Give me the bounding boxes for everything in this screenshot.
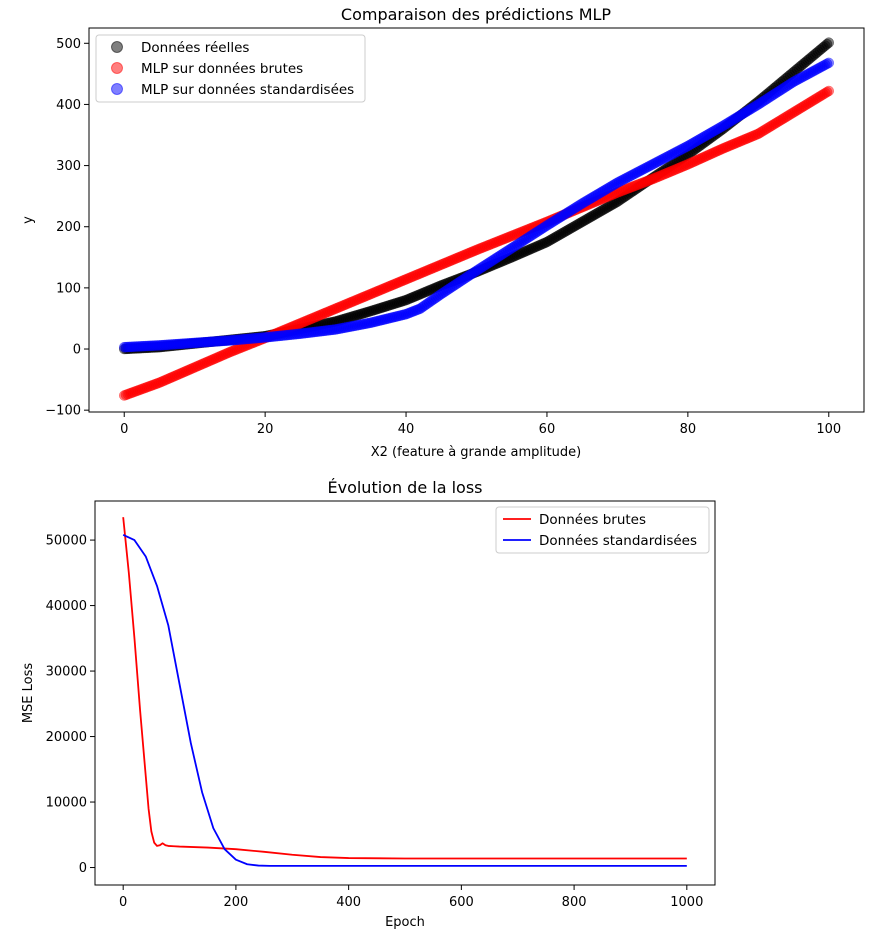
scatter-points bbox=[118, 37, 835, 401]
x-tick-label: 60 bbox=[539, 422, 556, 437]
plot-frame bbox=[94, 500, 716, 886]
plot-frame bbox=[88, 27, 865, 413]
y-tick-label: 0 bbox=[73, 343, 81, 358]
x-tick-label: 20 bbox=[257, 422, 274, 437]
x-tick-label: 0 bbox=[120, 422, 128, 437]
x-tick-label: 0 bbox=[119, 895, 127, 910]
legend-box bbox=[495, 506, 710, 554]
y-tick-label: 30000 bbox=[46, 665, 87, 680]
y-tick-label: −100 bbox=[45, 404, 81, 419]
scatter-chart: Comparaison des prédictions MLP 0 20 40 60 8… bbox=[21, 5, 865, 460]
x-axis-ticks: 0 200 400 600 800 1000 bbox=[119, 885, 703, 910]
legend-marker-raw bbox=[111, 62, 123, 74]
x-tick-label: 600 bbox=[449, 895, 474, 910]
y-tick-label: 400 bbox=[56, 98, 81, 113]
x-tick-label: 800 bbox=[562, 895, 587, 910]
y-tick-label: 40000 bbox=[46, 599, 87, 614]
loss-lines bbox=[122, 517, 687, 867]
x-tick-label: 40 bbox=[398, 422, 415, 437]
legend: Données brutes Données standardisées bbox=[495, 506, 710, 554]
y-axis-ticks: 0 10000 20000 30000 40000 50000 bbox=[46, 534, 95, 876]
x-axis-ticks: 0 20 40 60 80 100 bbox=[120, 412, 841, 437]
loss-line-chart: Évolution de la loss 0 200 400 600 800 1000 0… bbox=[21, 478, 716, 930]
legend: Données réelles MLP sur données brutes M… bbox=[95, 34, 366, 103]
legend-box bbox=[95, 34, 366, 103]
chart-title: Évolution de la loss bbox=[327, 478, 482, 497]
y-tick-label: 200 bbox=[56, 220, 81, 235]
loss-line-standardized bbox=[122, 534, 687, 867]
x-tick-label: 100 bbox=[816, 422, 841, 437]
y-tick-label: 50000 bbox=[46, 534, 87, 549]
y-tick-label: 0 bbox=[79, 861, 87, 876]
x-tick-label: 400 bbox=[336, 895, 361, 910]
legend-label-real: Données réelles bbox=[141, 40, 249, 56]
data-point bbox=[823, 57, 835, 69]
y-tick-label: 100 bbox=[56, 281, 81, 296]
data-point bbox=[823, 37, 835, 48]
legend-label-raw: Données brutes bbox=[539, 512, 646, 528]
x-axis-label: X2 (feature à grande amplitude) bbox=[371, 445, 582, 460]
legend-label-standardized: MLP sur données standardisées bbox=[141, 82, 354, 98]
y-tick-label: 10000 bbox=[46, 796, 87, 811]
series-raw bbox=[118, 85, 835, 401]
y-axis-ticks: −100 0 100 200 300 400 500 bbox=[45, 37, 89, 419]
series-standardized bbox=[118, 57, 835, 353]
x-tick-label: 1000 bbox=[670, 895, 703, 910]
x-tick-label: 80 bbox=[680, 422, 697, 437]
x-tick-label: 200 bbox=[223, 895, 248, 910]
legend-marker-real bbox=[111, 41, 123, 53]
y-tick-label: 500 bbox=[56, 37, 81, 52]
y-axis-label: MSE Loss bbox=[21, 663, 36, 724]
x-axis-label: Epoch bbox=[385, 915, 425, 930]
legend-marker-standardized bbox=[111, 83, 123, 95]
chart-title: Comparaison des prédictions MLP bbox=[341, 5, 612, 24]
y-tick-label: 300 bbox=[56, 159, 81, 174]
legend-label-raw: MLP sur données brutes bbox=[141, 61, 303, 77]
legend-label-standardized: Données standardisées bbox=[539, 533, 697, 549]
y-tick-label: 20000 bbox=[46, 730, 87, 745]
data-point bbox=[823, 85, 835, 97]
y-axis-label: y bbox=[21, 216, 36, 224]
loss-line-raw bbox=[122, 517, 687, 860]
